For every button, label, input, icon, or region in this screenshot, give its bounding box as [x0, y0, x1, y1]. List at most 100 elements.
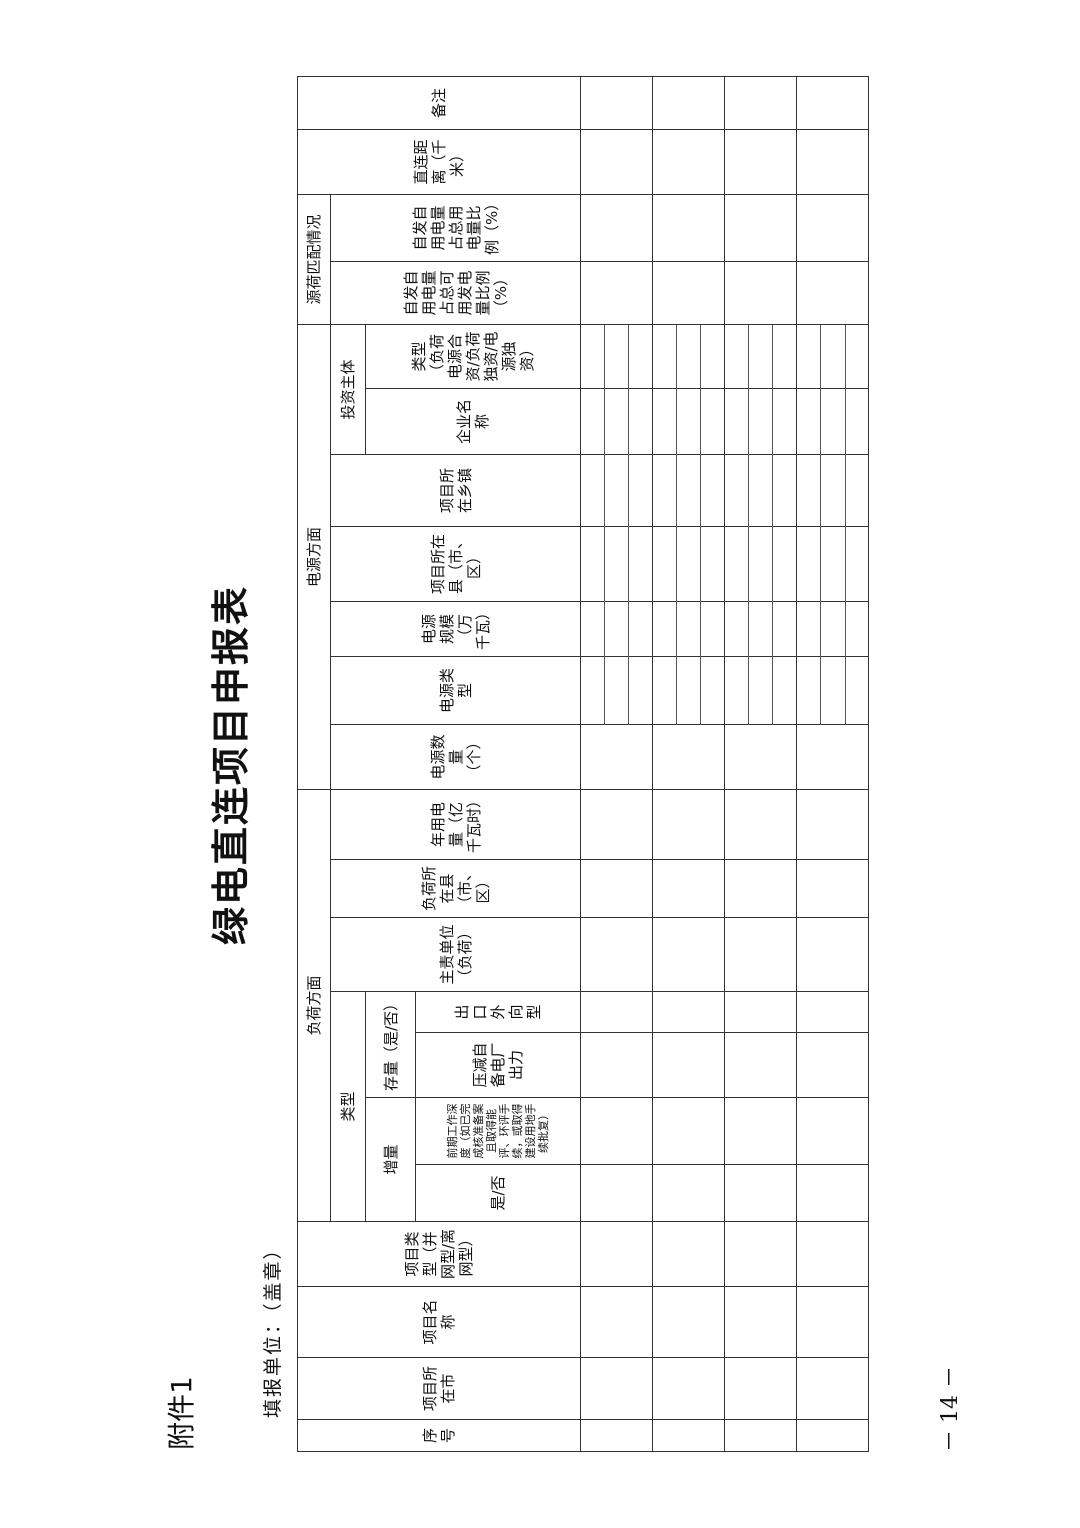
header-cell: 直连距离（千米） — [297, 129, 581, 195]
sub-line — [676, 325, 677, 725]
data-cell — [652, 789, 725, 860]
data-cell — [796, 1032, 869, 1098]
header-cell: 存量（是/否） — [365, 991, 416, 1098]
data-cell — [580, 1164, 653, 1222]
data-cell — [796, 324, 869, 389]
header-cell: 电源数量（个） — [330, 724, 581, 790]
header-cell: 序号 — [297, 1419, 581, 1452]
header-cell: 备注 — [297, 76, 581, 130]
header-cell: 源荷匹配情况 — [297, 194, 331, 325]
data-cell — [580, 789, 653, 860]
data-cell — [580, 526, 653, 602]
header-cell: 企业名称 — [365, 388, 581, 455]
data-cell — [724, 261, 797, 325]
header-cell: 项目名称 — [297, 1286, 581, 1358]
header-cell: 类型 — [330, 991, 366, 1222]
data-cell — [796, 129, 869, 195]
data-cell — [652, 1286, 725, 1358]
data-cell — [724, 1419, 797, 1452]
data-cell — [796, 859, 869, 918]
data-cell — [796, 76, 869, 130]
header-cell: 电源方面 — [297, 324, 331, 790]
data-cell — [580, 1357, 653, 1420]
data-cell — [580, 1419, 653, 1452]
data-cell — [580, 76, 653, 130]
data-cell — [580, 859, 653, 918]
data-cell — [652, 724, 725, 790]
header-cell: 主责单位（负荷） — [330, 917, 581, 992]
data-cell — [652, 1419, 725, 1452]
sub-line — [772, 325, 773, 725]
header-cell: 电源类型 — [330, 656, 581, 725]
data-cell — [796, 454, 869, 527]
filler-label: 填报单位：（盖章） — [262, 1238, 284, 1418]
data-cell — [724, 388, 797, 455]
data-cell — [724, 789, 797, 860]
data-cell — [652, 388, 725, 455]
data-cell — [580, 917, 653, 992]
header-cell: 增量 — [365, 1097, 416, 1222]
data-cell — [580, 724, 653, 790]
data-cell — [724, 917, 797, 992]
data-cell — [652, 991, 725, 1033]
data-cell — [652, 129, 725, 195]
page-number: － 14 － — [938, 1366, 963, 1452]
title: 绿电直连项目申报表 — [208, 585, 253, 946]
data-cell — [724, 656, 797, 725]
data-cell — [724, 454, 797, 527]
header-cell: 年用电量（亿千瓦时） — [330, 789, 581, 860]
data-cell — [652, 601, 725, 657]
header-cell: 类型（负荷电源合资/负荷独资/电源独资） — [365, 324, 581, 389]
data-cell — [724, 1097, 797, 1165]
data-cell — [724, 724, 797, 790]
data-cell — [724, 1286, 797, 1358]
sub-line — [845, 325, 846, 725]
data-cell — [796, 194, 869, 262]
data-cell — [580, 1221, 653, 1287]
data-cell — [580, 1286, 653, 1358]
data-cell — [796, 1221, 869, 1287]
data-cell — [652, 1164, 725, 1222]
data-cell — [652, 261, 725, 325]
data-cell — [580, 194, 653, 262]
header-cell: 项目所在市 — [297, 1357, 581, 1420]
sub-line — [628, 325, 629, 725]
data-cell — [724, 601, 797, 657]
data-cell — [652, 454, 725, 527]
data-cell — [652, 76, 725, 130]
data-cell — [580, 1097, 653, 1165]
header-cell: 负荷方面 — [297, 789, 331, 1222]
data-cell — [580, 1032, 653, 1098]
data-cell — [724, 324, 797, 389]
data-cell — [796, 1419, 869, 1452]
header-cell: 投资主体 — [330, 324, 366, 455]
header-cell: 项目所在县（市、区） — [330, 526, 581, 602]
data-cell — [580, 656, 653, 725]
data-cell — [652, 656, 725, 725]
data-cell — [580, 324, 653, 389]
data-cell — [580, 991, 653, 1033]
data-cell — [652, 324, 725, 389]
attachment-label: 附件1 — [165, 1376, 198, 1450]
data-cell — [580, 601, 653, 657]
data-cell — [580, 388, 653, 455]
data-cell — [580, 454, 653, 527]
data-cell — [796, 601, 869, 657]
data-cell — [796, 388, 869, 455]
header-cell: 出口外向型 — [415, 991, 581, 1033]
data-cell — [652, 194, 725, 262]
header-cell: 前期工作深度（如已完成核准备案且取得能评、环评手续，或取得建设用地手续批复） — [415, 1097, 581, 1165]
data-cell — [796, 1097, 869, 1165]
header-cell: 自发自用电量占总用电量比例（%） — [330, 194, 581, 262]
data-cell — [580, 261, 653, 325]
data-cell — [724, 129, 797, 195]
data-cell — [652, 1357, 725, 1420]
data-cell — [652, 859, 725, 918]
sub-line — [700, 325, 701, 725]
header-cell: 压减自备电厂出力 — [415, 1032, 581, 1098]
data-cell — [724, 1357, 797, 1420]
data-cell — [652, 1221, 725, 1287]
data-cell — [796, 526, 869, 602]
